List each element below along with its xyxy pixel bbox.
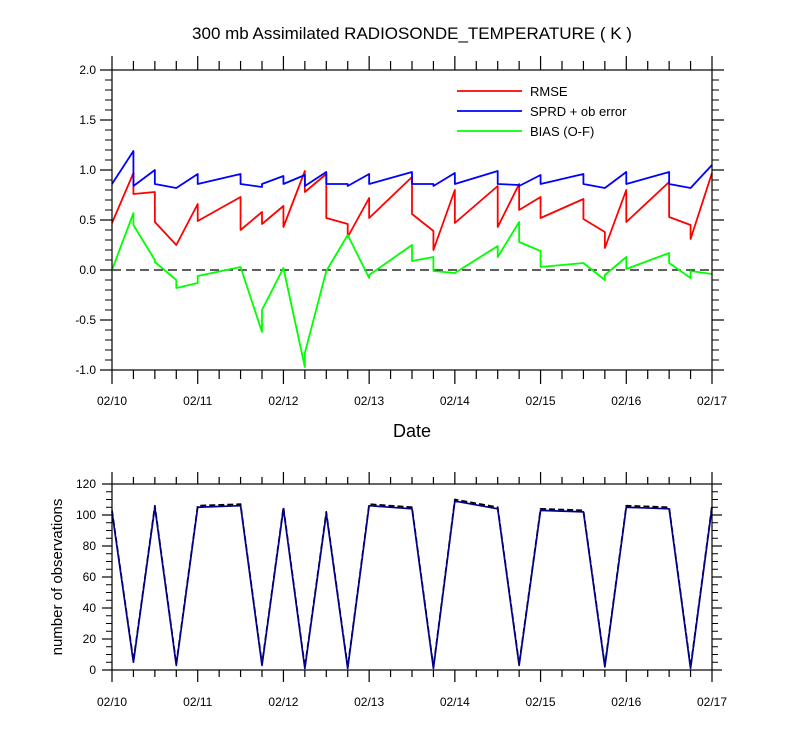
bottom-series-group [111, 498, 713, 670]
y-tick-label: 80 [83, 539, 97, 553]
x-tick-label: 02/16 [611, 394, 641, 408]
top-plot-area: -1.0-0.50.00.51.01.52.0 02/10 02/11 02/12 0… [75, 56, 727, 408]
x-tick-label: 02/13 [354, 394, 384, 408]
y-tick-label: 60 [83, 570, 97, 584]
y-tick-label: 2.0 [79, 63, 96, 77]
y-tick-label: 0 [89, 663, 96, 677]
series-line-bias-o-f [111, 212, 713, 368]
y-tick-label: 20 [83, 632, 97, 646]
bottom-ticks [102, 472, 722, 682]
x-tick-label: 02/14 [440, 695, 470, 709]
x-tick-label: 02/11 [183, 394, 212, 408]
top-chart: 300 mb Assimilated RADIOSONDE_TEMPERATUR… [75, 24, 727, 441]
x-tick-label: 02/11 [183, 695, 212, 709]
x-tick-label: 02/17 [697, 695, 727, 709]
y-tick-label: -0.5 [75, 313, 96, 327]
series-line-sprd-ob-error [111, 150, 713, 189]
y-axis-label: number of observations [49, 499, 66, 656]
y-tick-label: 0.0 [79, 263, 96, 277]
x-tick-label: 02/12 [268, 695, 298, 709]
series-line-observations-dashed [111, 498, 713, 668]
top-series-group [111, 150, 713, 368]
legend-label-bias: BIAS (O-F) [530, 124, 594, 139]
chart-title: 300 mb Assimilated RADIOSONDE_TEMPERATUR… [192, 24, 632, 43]
x-tick-label: 02/13 [354, 695, 384, 709]
x-tick-label: 02/14 [440, 394, 470, 408]
y-tick-label: 0.5 [79, 213, 96, 227]
top-ticks [100, 56, 724, 384]
y-tick-label: 120 [76, 477, 96, 491]
x-tick-label: 02/15 [526, 695, 556, 709]
legend-label-rmse: RMSE [530, 84, 568, 99]
bottom-y-tick-labels: 0 20 40 60 80 100 120 [76, 477, 96, 677]
x-tick-label: 02/16 [611, 695, 641, 709]
legend: RMSE SPRD + ob error BIAS (O-F) [457, 84, 627, 139]
y-tick-label: 100 [76, 508, 96, 522]
y-tick-label: 1.0 [79, 163, 96, 177]
top-x-tick-labels: 02/10 02/11 02/12 02/13 02/14 02/15 02/16 02/17 [97, 394, 727, 408]
x-tick-label: 02/15 [526, 394, 556, 408]
x-tick-label: 02/10 [97, 695, 127, 709]
y-tick-label: 40 [83, 601, 97, 615]
y-tick-label: 1.5 [79, 113, 96, 127]
series-line-observations-solid [111, 500, 713, 670]
legend-label-sprd: SPRD + ob error [530, 104, 627, 119]
x-tick-label: 02/10 [97, 394, 127, 408]
x-axis-label: Date [393, 421, 431, 441]
x-tick-label: 02/17 [697, 394, 727, 408]
x-tick-label: 02/12 [268, 394, 298, 408]
y-tick-label: -1.0 [75, 363, 96, 377]
top-y-tick-labels: -1.0 -0.5 0.0 0.5 1.0 1.5 2.0 [75, 63, 96, 377]
bottom-x-tick-labels: 02/10 02/11 02/12 02/13 02/14 02/15 02/16 02/17 [97, 695, 727, 709]
